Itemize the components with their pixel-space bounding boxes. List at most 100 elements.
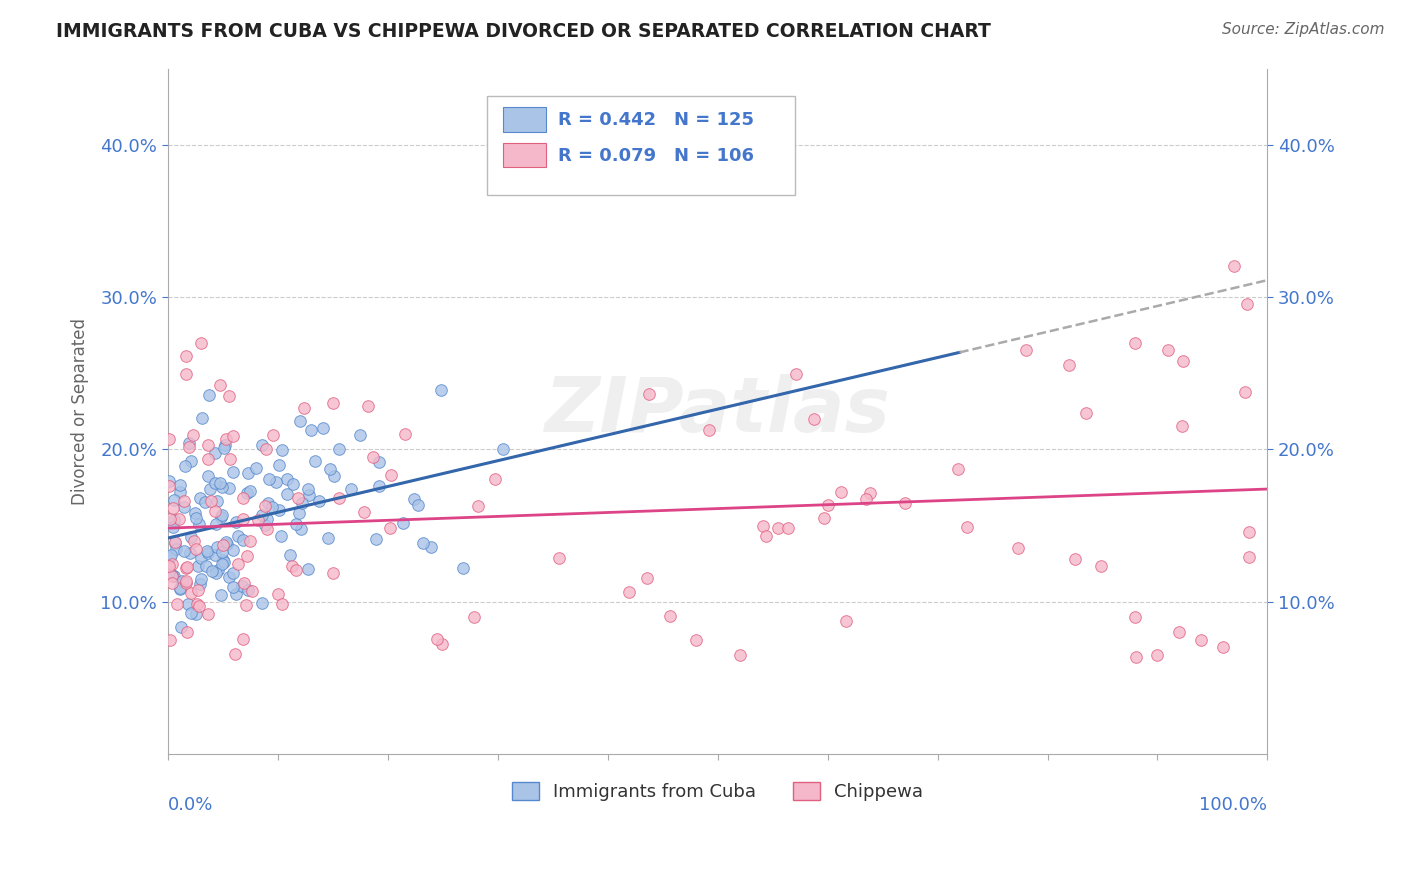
Point — [287, 491, 309, 505]
Point — [167, 512, 190, 526]
Point — [239, 534, 262, 549]
Point — [321, 566, 343, 580]
Point — [276, 487, 298, 501]
Point — [231, 579, 253, 593]
Point — [1233, 384, 1256, 399]
Point — [215, 536, 238, 550]
Point — [235, 599, 257, 613]
Point — [214, 438, 236, 452]
Point — [467, 499, 489, 513]
Point — [430, 637, 453, 651]
Point — [835, 614, 858, 628]
Point — [285, 563, 308, 577]
Point — [803, 412, 825, 426]
Point — [163, 536, 186, 550]
Point — [163, 493, 186, 508]
Point — [170, 574, 193, 589]
Point — [292, 401, 315, 416]
Point — [697, 423, 720, 437]
Point — [619, 585, 641, 599]
Point — [271, 597, 294, 611]
Point — [1146, 648, 1168, 662]
Point — [232, 491, 254, 506]
Point — [165, 541, 187, 556]
Point — [224, 647, 246, 661]
Point — [190, 551, 212, 566]
Point — [245, 460, 267, 475]
Point — [212, 552, 235, 566]
Point — [340, 483, 363, 497]
Point — [173, 544, 195, 558]
Point — [174, 459, 197, 474]
Point — [353, 505, 375, 519]
Point — [211, 545, 233, 559]
Point — [163, 569, 186, 583]
Point — [177, 440, 200, 454]
Point — [174, 574, 197, 589]
Point — [176, 560, 198, 574]
Text: 0.0%: 0.0% — [167, 797, 214, 814]
Point — [252, 438, 274, 452]
Point — [1171, 354, 1194, 368]
Point — [208, 475, 231, 490]
Point — [160, 575, 183, 590]
Point — [190, 335, 212, 350]
Point — [215, 534, 238, 549]
Point — [169, 485, 191, 500]
Text: R = 0.442: R = 0.442 — [558, 111, 657, 129]
Point — [1059, 359, 1081, 373]
Point — [197, 546, 219, 560]
Point — [232, 533, 254, 547]
Point — [256, 522, 278, 536]
Point — [349, 427, 371, 442]
FancyBboxPatch shape — [486, 96, 794, 195]
Point — [222, 429, 245, 443]
Point — [1125, 335, 1147, 350]
Point — [211, 480, 233, 494]
Point — [205, 494, 228, 508]
Point — [658, 608, 681, 623]
Point — [184, 506, 207, 520]
Point — [205, 517, 228, 532]
Text: R = 0.079: R = 0.079 — [558, 146, 657, 164]
Point — [159, 549, 181, 564]
Point — [179, 546, 201, 560]
Point — [269, 502, 291, 516]
Point — [240, 583, 263, 598]
Point — [162, 501, 184, 516]
Point — [256, 512, 278, 526]
Point — [1171, 418, 1194, 433]
Text: Source: ZipAtlas.com: Source: ZipAtlas.com — [1222, 22, 1385, 37]
Point — [893, 496, 915, 510]
Point — [257, 472, 280, 486]
Point — [157, 432, 180, 446]
Point — [162, 557, 184, 571]
Point — [299, 423, 322, 437]
Point — [367, 455, 389, 469]
Point — [262, 428, 284, 442]
Point — [222, 580, 245, 594]
Point — [281, 559, 304, 574]
Point — [163, 513, 186, 527]
Point — [233, 575, 256, 590]
Point — [322, 468, 344, 483]
Point — [813, 511, 835, 525]
Point — [184, 511, 207, 525]
Point — [218, 451, 240, 466]
Point — [636, 571, 658, 585]
Point — [176, 625, 198, 640]
Legend: Immigrants from Cuba, Chippewa: Immigrants from Cuba, Chippewa — [503, 772, 932, 810]
Point — [262, 500, 284, 514]
Point — [1239, 524, 1261, 539]
Point — [204, 566, 226, 581]
Point — [270, 529, 292, 543]
Point — [204, 548, 226, 562]
Point — [290, 522, 312, 536]
Point — [250, 596, 273, 610]
Point — [1236, 296, 1258, 310]
Point — [204, 446, 226, 460]
Point — [157, 479, 180, 493]
Point — [256, 495, 278, 509]
Point — [394, 426, 416, 441]
Point — [238, 582, 260, 597]
